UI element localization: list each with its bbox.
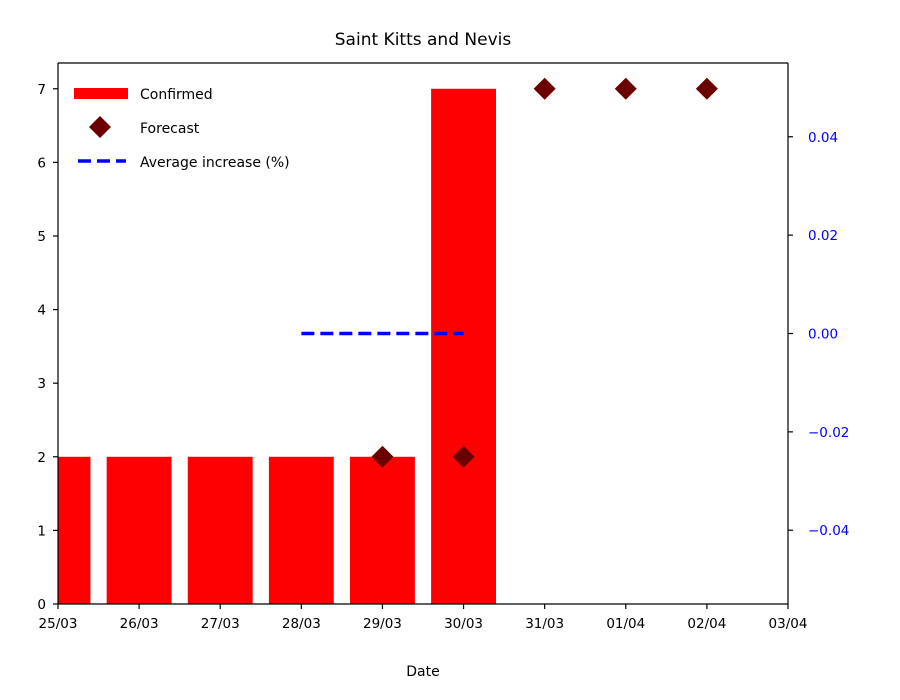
legend-confirmed-swatch — [74, 88, 128, 99]
legend-confirmed-label: Confirmed — [140, 87, 213, 103]
bar-confirmed-27-03 — [187, 456, 253, 604]
legend-forecast-swatch — [89, 116, 111, 138]
y-tick-label: 2 — [37, 450, 46, 466]
y-tick-label: 6 — [37, 155, 46, 171]
x-tick-label: 30/03 — [444, 616, 483, 632]
x-tick-label: 03/04 — [769, 616, 808, 632]
forecast-point-02-04 — [695, 77, 718, 100]
legend: Confirmed Forecast Average increase (%) — [74, 87, 290, 171]
chart-title: Saint Kitts and Nevis — [335, 30, 512, 50]
legend-average-label: Average increase (%) — [140, 155, 290, 171]
x-tick-label: 01/04 — [606, 616, 645, 632]
forecast-point-01-04 — [614, 77, 637, 100]
bar-confirmed-25-03 — [58, 456, 91, 604]
y2-tick-label: 0.04 — [808, 130, 838, 146]
y2-tick-label: −0.04 — [808, 523, 849, 539]
bar-confirmed-30-03 — [431, 88, 496, 604]
axes-layer: 25/03 26/03 27/03 28/03 29/03 30/03 31/03 01/04… — [37, 62, 849, 632]
y2-tick-label: 0.02 — [808, 228, 838, 244]
y2-tick-label: 0.00 — [808, 327, 838, 343]
x-tick-label: 25/03 — [39, 616, 78, 632]
x-tick-label: 31/03 — [525, 616, 564, 632]
forecast-point-30-03 — [452, 445, 475, 468]
forecast-point-31-03 — [533, 77, 556, 100]
markers-layer — [371, 77, 718, 468]
x-tick-label: 02/04 — [687, 616, 726, 632]
x-axis-label: Date — [406, 664, 439, 680]
y2-tick-label: −0.02 — [808, 425, 849, 441]
y-tick-label: 7 — [37, 82, 46, 98]
x-tick-label: 29/03 — [363, 616, 402, 632]
forecast-point-29-03 — [371, 445, 394, 468]
legend-forecast-label: Forecast — [140, 121, 200, 137]
y-tick-label: 5 — [37, 229, 46, 245]
y-tick-label: 4 — [37, 303, 46, 319]
bar-confirmed-28-03 — [268, 456, 334, 604]
x-tick-label: 27/03 — [201, 616, 240, 632]
x-tick-label: 26/03 — [120, 616, 159, 632]
x-tick-label: 28/03 — [282, 616, 321, 632]
bar-confirmed-29-03 — [350, 456, 415, 604]
bars-layer — [58, 88, 496, 604]
y-tick-label: 3 — [37, 376, 46, 392]
y-tick-label: 1 — [37, 523, 46, 539]
y-tick-label: 0 — [37, 597, 46, 613]
bar-confirmed-26-03 — [106, 456, 172, 604]
